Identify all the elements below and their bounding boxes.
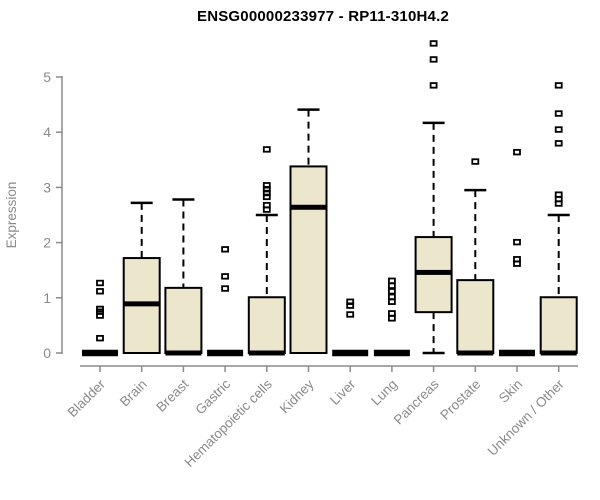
outlier-point: [554, 126, 563, 133]
outlier-point: [513, 238, 521, 246]
x-tick-label: Kidney: [277, 376, 317, 416]
outlier-point: [554, 82, 563, 89]
collapsed-box: [82, 349, 118, 357]
iqr-box: [247, 296, 286, 354]
iqr-box: [164, 286, 203, 355]
x-tick-label: Bladder: [65, 376, 109, 420]
iqr-box: [539, 296, 578, 354]
boxplot-group: [207, 246, 244, 357]
outlier-point: [96, 288, 104, 295]
outlier-point: [554, 110, 563, 117]
outlier-point: [221, 285, 230, 292]
iqr-box: [456, 279, 495, 354]
y-tick-label: 2: [43, 235, 51, 251]
outlier-point: [96, 279, 104, 287]
x-tick-label: Pancreas: [391, 376, 442, 427]
outlier-point: [387, 293, 396, 300]
outlier-point: [96, 305, 104, 313]
collapsed-box: [332, 349, 369, 357]
boxplot-group: [247, 146, 286, 356]
outlier-point: [554, 140, 563, 147]
median-line: [290, 204, 327, 210]
x-tick-label: Unknown / Other: [485, 376, 568, 459]
boxplot-group: [122, 201, 161, 354]
collapsed-box: [373, 349, 410, 357]
boxplot-group: [539, 82, 578, 356]
boxplot-group: [82, 279, 118, 357]
outlier-point: [262, 146, 271, 153]
outlier-point: [387, 277, 396, 284]
boxplot-group: [289, 108, 328, 354]
boxplot-group: [414, 40, 453, 355]
outlier-point: [221, 246, 230, 253]
collapsed-box: [207, 349, 244, 357]
outlier-point: [346, 311, 355, 318]
boxplot-group: [456, 158, 495, 356]
y-tick-label: 0: [43, 345, 51, 361]
median-line: [415, 269, 452, 275]
outlier-point: [262, 201, 271, 209]
outlier-point: [387, 298, 396, 305]
outlier-point: [262, 182, 271, 189]
x-tick-label: Prostate: [437, 377, 483, 423]
x-tick-label: Brain: [117, 377, 150, 410]
collapsed-box: [499, 349, 535, 357]
outlier-point: [387, 282, 396, 289]
outlier-point: [513, 256, 521, 263]
outlier-point: [513, 148, 521, 156]
chart-title: ENSG00000233977 - RP11-310H4.2: [196, 8, 449, 25]
outlier-point: [387, 310, 396, 317]
outlier-point: [96, 334, 104, 342]
outlier-point: [221, 273, 230, 280]
boxplot-group: [499, 148, 535, 357]
x-tick-label: Skin: [496, 377, 525, 406]
boxplot-group: [164, 198, 203, 356]
x-tick-label: Liver: [327, 376, 359, 408]
iqr-box: [289, 165, 328, 354]
median-line: [540, 350, 577, 356]
y-tick-label: 3: [43, 179, 51, 195]
outlier-point: [471, 158, 480, 165]
x-tick-label: Gastric: [192, 376, 233, 417]
x-tick-label: Breast: [153, 376, 191, 414]
outlier-point: [429, 56, 438, 63]
outlier-point: [346, 298, 355, 305]
outlier-point: [429, 82, 438, 89]
y-tick-label: 5: [43, 69, 51, 85]
outlier-point: [387, 315, 396, 322]
outlier-point: [554, 191, 563, 198]
boxplot-group: [332, 298, 369, 357]
median-line: [123, 301, 160, 307]
outlier-point: [429, 40, 438, 47]
median-line: [457, 350, 494, 356]
y-tick-label: 4: [43, 124, 51, 140]
boxplot-group: [373, 277, 410, 357]
outlier-point: [387, 288, 396, 295]
median-line: [165, 350, 202, 356]
y-tick-label: 1: [43, 290, 51, 306]
x-tick-label: Lung: [368, 377, 400, 409]
median-line: [248, 350, 285, 356]
